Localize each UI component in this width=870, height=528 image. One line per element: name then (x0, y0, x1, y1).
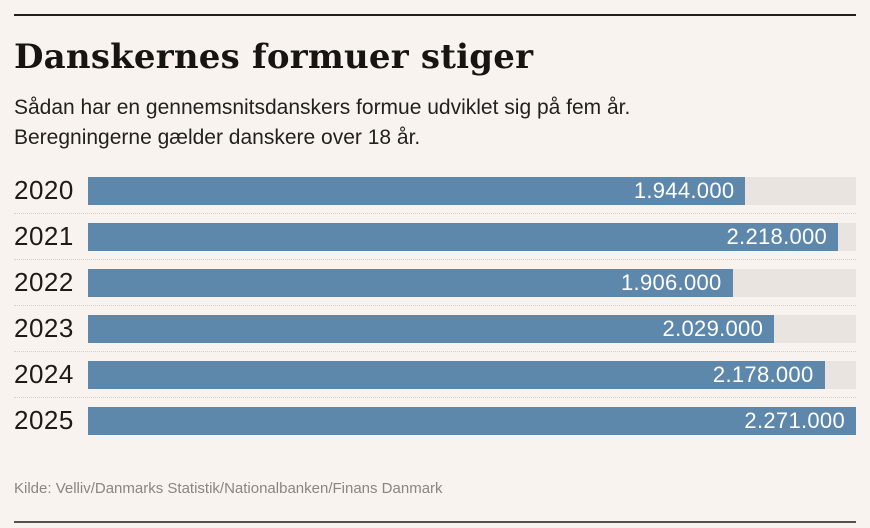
chart-row-2021: 2021 2.218.000 (14, 213, 856, 259)
bar-track: 2.029.000 (88, 314, 856, 343)
bar: 2.218.000 (88, 222, 839, 251)
bar-value-label: 1.944.000 (633, 177, 735, 203)
bar-value-label: 2.029.000 (662, 315, 764, 341)
bar-value-label: 2.218.000 (726, 223, 828, 249)
year-label: 2023 (14, 313, 74, 344)
chart-title: Danskernes formuer stiger (14, 37, 534, 77)
bar-track: 2.178.000 (88, 360, 856, 389)
year-label: 2021 (14, 221, 74, 252)
year-label: 2020 (14, 175, 74, 206)
bar: 2.029.000 (88, 314, 775, 343)
bar-value-label: 2.271.000 (744, 407, 845, 433)
infographic-card: Danskernes formuer stiger Sådan har en g… (0, 14, 870, 528)
year-label: 2024 (14, 359, 74, 390)
bar-track: 2.218.000 (88, 222, 856, 251)
chart-row-2024: 2024 2.178.000 (14, 351, 856, 397)
chart-row-2020: 2020 1.944.000 (14, 175, 856, 213)
bar-chart: 2020 1.944.000 2021 2.218.000 2022 1.906.000 2… (14, 175, 856, 443)
bar-value-label: 1.906.000 (621, 269, 722, 295)
bar: 2.178.000 (88, 360, 825, 389)
top-divider (14, 14, 856, 16)
bar-value-label: 2.178.000 (712, 361, 814, 387)
year-label: 2025 (14, 405, 74, 436)
bar-track: 1.944.000 (88, 176, 856, 205)
subtitle-line-1: Sådan har en gennemsnitsdanskers formue … (14, 96, 631, 120)
bar: 1.906.000 (88, 268, 733, 297)
chart-row-2022: 2022 1.906.000 (14, 259, 856, 305)
subtitle-line-2: Beregningerne gælder danskere over 18 år… (14, 126, 421, 150)
bar: 1.944.000 (88, 176, 746, 205)
chart-subtitle: Sådan har en gennemsnitsdanskers formue … (14, 93, 856, 153)
bottom-divider (14, 521, 856, 524)
year-label: 2022 (14, 267, 74, 298)
bar-track: 2.271.000 (88, 406, 856, 435)
bar: 2.271.000 (88, 406, 856, 435)
chart-row-2023: 2023 2.029.000 (14, 305, 856, 351)
bar-track: 1.906.000 (88, 268, 856, 297)
chart-row-2025: 2025 2.271.000 (14, 397, 856, 443)
source-note: Kilde: Velliv/Danmarks Statistik/Nationa… (14, 480, 443, 498)
